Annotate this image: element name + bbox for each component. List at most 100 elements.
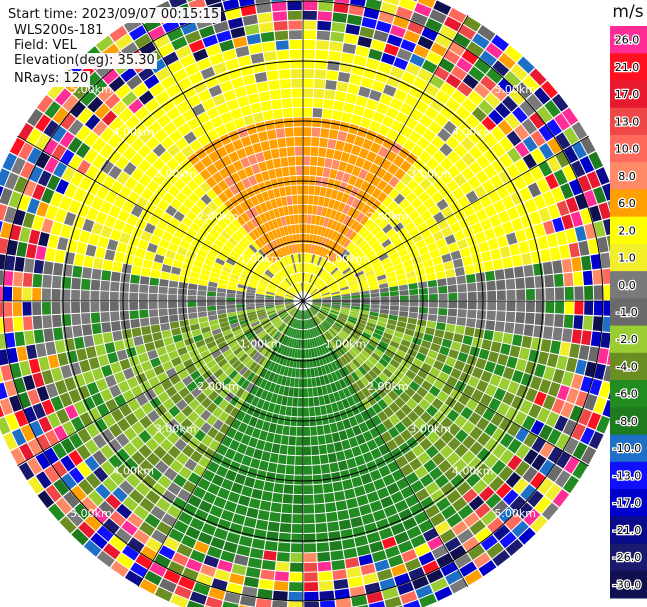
velocity-gate (217, 358, 228, 368)
velocity-gate (332, 299, 341, 301)
velocity-gate (364, 233, 375, 243)
velocity-gate (365, 418, 376, 430)
velocity-gate (366, 151, 377, 163)
velocity-gate (178, 511, 193, 525)
velocity-gate (334, 0, 350, 4)
velocity-gate (238, 226, 248, 237)
velocity-gate (310, 328, 315, 338)
velocity-gate (312, 302, 322, 305)
velocity-gate (573, 271, 584, 286)
velocity-gate (352, 526, 366, 538)
velocity-gate (323, 228, 331, 238)
velocity-gate (399, 391, 411, 403)
colorbar-tick-label: 10.0 (615, 143, 640, 156)
velocity-gate (225, 469, 237, 482)
velocity-gate (373, 478, 386, 491)
velocity-gate (6, 239, 18, 256)
velocity-gate (176, 100, 191, 114)
velocity-gate (453, 173, 467, 187)
velocity-gate (226, 304, 236, 310)
velocity-gate (158, 286, 168, 294)
velocity-gate (208, 345, 219, 354)
velocity-gate (311, 293, 321, 298)
velocity-gate (384, 243, 395, 253)
velocity-gate (462, 256, 473, 267)
velocity-gate (386, 34, 403, 47)
velocity-gate (462, 435, 476, 450)
velocity-gate (71, 528, 89, 546)
velocity-gate (321, 295, 331, 298)
velocity-gate (324, 319, 333, 327)
velocity-gate (476, 417, 490, 431)
velocity-gate (465, 190, 479, 204)
velocity-gate (269, 328, 278, 337)
velocity-gate (400, 463, 414, 477)
velocity-gate (371, 391, 382, 402)
velocity-gate (90, 532, 108, 550)
velocity-gate (375, 324, 386, 332)
velocity-gate (458, 301, 468, 309)
velocity-gate (194, 508, 209, 522)
colorbar-tick-label: 13.0 (615, 115, 640, 128)
velocity-gate (368, 339, 378, 348)
velocity-gate (265, 293, 275, 297)
velocity-gate (178, 576, 196, 591)
velocity-gate (312, 108, 323, 118)
velocity-gate (391, 469, 405, 482)
velocity-gate (308, 285, 314, 294)
velocity-gate (68, 467, 85, 484)
velocity-gate (448, 301, 458, 309)
velocity-gate (101, 270, 112, 281)
velocity-gate (315, 347, 321, 357)
velocity-gate (274, 302, 284, 304)
velocity-gate (259, 500, 272, 511)
velocity-gate (265, 291, 275, 295)
velocity-gate (118, 107, 134, 123)
velocity-gate (474, 83, 490, 99)
velocity-gate (264, 540, 278, 552)
velocity-gate (426, 171, 439, 184)
velocity-gate (241, 341, 251, 350)
velocity-gate (86, 381, 100, 396)
velocity-gate (19, 227, 31, 243)
velocity-gate (118, 185, 132, 200)
velocity-gate (261, 275, 271, 282)
velocity-gate (200, 193, 212, 205)
velocity-gate (410, 534, 426, 548)
velocity-gate (376, 568, 393, 582)
colorbar-tick-label: -1.0 (616, 306, 637, 319)
velocity-gate (141, 402, 154, 415)
velocity-gate (81, 313, 91, 325)
velocity-gate (355, 434, 366, 445)
velocity-gate (233, 117, 246, 129)
velocity-gate (351, 64, 365, 76)
velocity-gate (163, 121, 177, 136)
velocity-gate (492, 500, 509, 516)
velocity-gate (399, 198, 411, 210)
velocity-gate (103, 518, 120, 535)
velocity-gate (91, 323, 102, 335)
velocity-gate (307, 329, 311, 339)
velocity-gate (204, 258, 215, 267)
velocity-gate (174, 363, 186, 374)
velocity-gate (174, 411, 187, 424)
velocity-gate (129, 310, 139, 320)
velocity-gate (370, 39, 386, 52)
velocity-gate (60, 455, 76, 472)
velocity-gate (260, 260, 269, 269)
velocity-gate (329, 340, 337, 349)
velocity-gate (393, 434, 406, 447)
velocity-gate (420, 424, 433, 437)
velocity-gate (224, 332, 234, 341)
velocity-gate (252, 184, 261, 195)
velocity-gate (450, 250, 462, 261)
velocity-gate (55, 497, 73, 515)
velocity-gate (181, 185, 193, 198)
velocity-gate (245, 198, 255, 209)
velocity-gate (86, 207, 99, 221)
velocity-gate (152, 331, 163, 341)
velocity-gate (286, 337, 292, 347)
velocity-gate (524, 198, 538, 214)
velocity-gate (131, 421, 145, 435)
velocity-gate (248, 498, 261, 509)
